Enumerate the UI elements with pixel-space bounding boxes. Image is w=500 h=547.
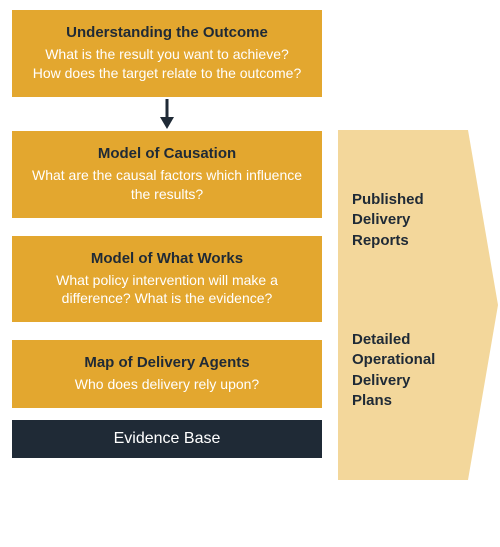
box-model-causation: Model of Causation What are the causal f… <box>12 131 322 218</box>
box-body: What is the result you want to achieve? … <box>30 45 304 83</box>
box-body: What are the causal factors which influe… <box>30 166 304 204</box>
box-title: Model of What Works <box>30 250 304 267</box>
box-map-delivery-agents: Map of Delivery Agents Who does delivery… <box>12 340 322 408</box>
evidence-base-bar: Evidence Base <box>12 420 322 458</box>
box-title: Model of Causation <box>30 145 304 162</box>
output-label-top: Published Delivery Reports <box>352 190 452 251</box>
spacer <box>12 408 322 420</box>
output-chevron-shape <box>338 130 498 480</box>
box-title: Map of Delivery Agents <box>30 354 304 371</box>
box-body: What policy intervention will make a dif… <box>30 271 304 309</box>
box-body: Who does delivery rely upon? <box>30 375 304 394</box>
box-understanding-outcome: Understanding the Outcome What is the re… <box>12 10 322 97</box>
evidence-label: Evidence Base <box>114 430 221 447</box>
diagram-container: Understanding the Outcome What is the re… <box>0 0 500 547</box>
box-title: Understanding the Outcome <box>30 24 304 41</box>
box-model-what-works: Model of What Works What policy interven… <box>12 236 322 323</box>
output-label-bottom: Detailed Operational Delivery Plans <box>352 330 452 411</box>
arrow-down-icon <box>12 97 322 131</box>
left-column: Understanding the Outcome What is the re… <box>12 10 322 458</box>
spacer <box>12 322 322 340</box>
spacer <box>12 218 322 236</box>
